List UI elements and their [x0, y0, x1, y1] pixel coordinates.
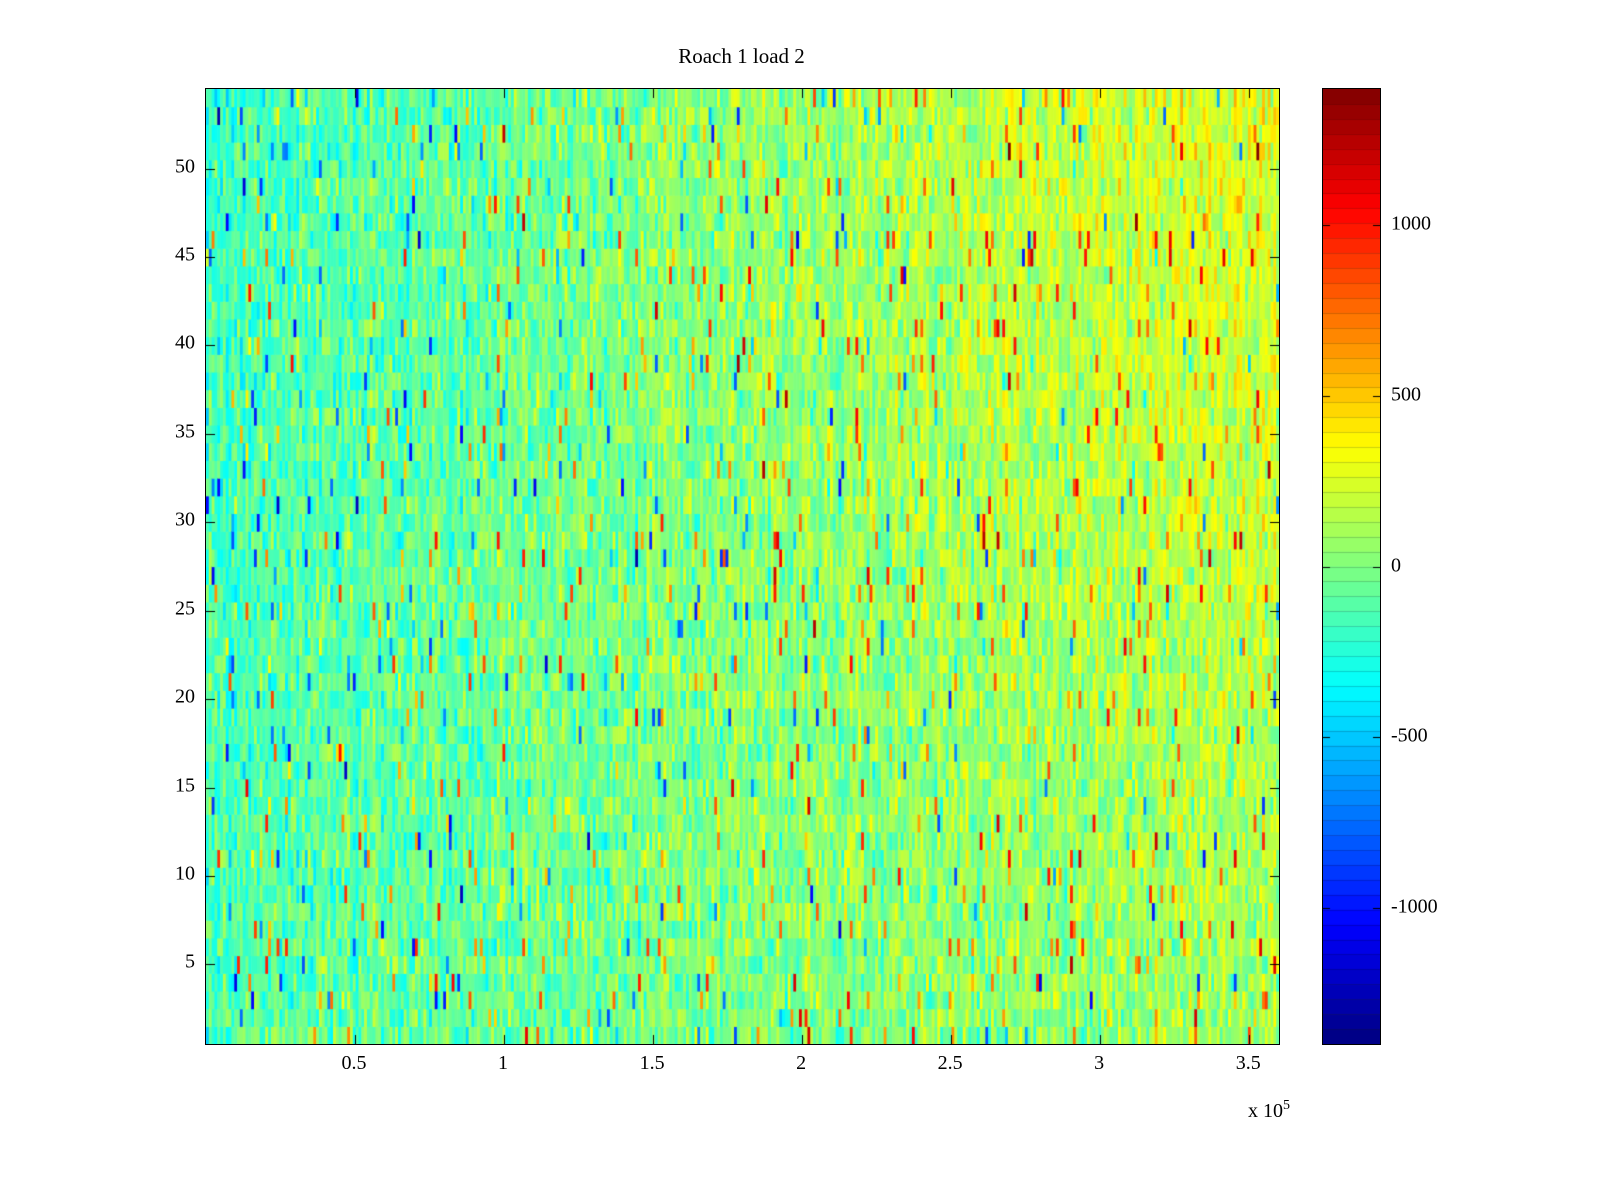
x-axis-exponent-base: x 10: [1248, 1100, 1283, 1122]
y-tick-label: 50: [175, 154, 195, 177]
colorbar: [1322, 88, 1381, 1045]
heatmap-canvas: [206, 89, 1279, 1044]
y-tick-label: 10: [175, 862, 195, 885]
y-tick-label: 35: [175, 420, 195, 443]
y-tick-label: 25: [175, 597, 195, 620]
x-tick-label: 3.5: [1235, 1052, 1261, 1074]
y-tick-label: 30: [175, 508, 195, 531]
colorbar-tick-label: -500: [1391, 724, 1428, 747]
y-tick-label: 45: [175, 243, 195, 266]
x-tick-label: 1.5: [639, 1052, 665, 1074]
x-tick-label: 0.5: [341, 1052, 367, 1074]
x-tick-label: 3: [1094, 1052, 1105, 1074]
x-tick-label: 2.5: [937, 1052, 963, 1074]
colorbar-canvas: [1323, 89, 1380, 1044]
chart-title: Roach 1 load 2: [678, 44, 805, 68]
y-tick-label: 15: [175, 773, 195, 796]
x-axis-exponent-label: x 105: [1190, 1098, 1290, 1123]
x-axis-exponent-power: 5: [1283, 1098, 1290, 1113]
x-tick-label: 1: [498, 1052, 509, 1074]
y-tick-label: 20: [175, 685, 195, 708]
x-tick-label: 2: [796, 1052, 807, 1074]
y-tick-label: 5: [185, 950, 195, 973]
colorbar-tick-label: 1000: [1391, 212, 1431, 235]
y-tick-label: 40: [175, 331, 195, 354]
colorbar-tick-label: -1000: [1391, 895, 1438, 918]
heatmap-plot-area: [205, 88, 1280, 1045]
colorbar-tick-label: 500: [1391, 383, 1421, 406]
colorbar-tick-label: 0: [1391, 554, 1401, 576]
